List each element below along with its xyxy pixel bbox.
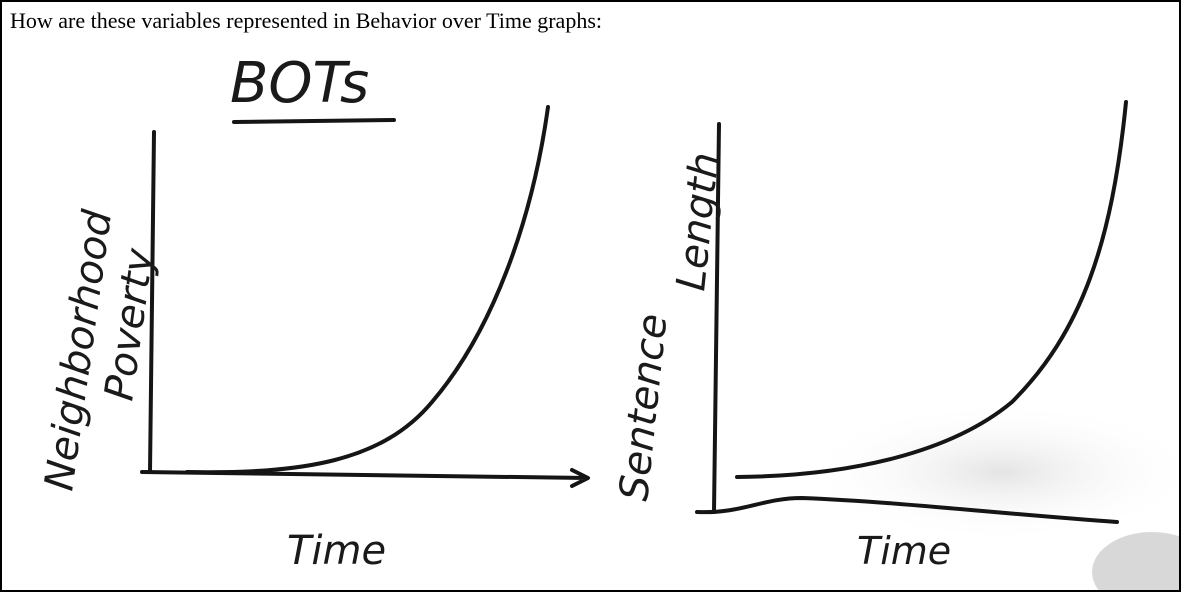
y-label: Length [668, 150, 728, 293]
question: How are these variables represented in B… [10, 8, 602, 33]
shadow [802, 402, 1179, 542]
y-label: Sentence [611, 312, 676, 503]
curve [185, 105, 550, 475]
y-axis [148, 130, 156, 474]
curve [735, 100, 1128, 479]
y-axis [712, 122, 721, 514]
sketch-title: BOTs [230, 51, 369, 116]
x-label: Time [857, 529, 951, 573]
x-label: Time [287, 528, 386, 574]
shadow [1092, 532, 1179, 590]
underline [232, 118, 396, 124]
x-axis [695, 496, 1119, 524]
